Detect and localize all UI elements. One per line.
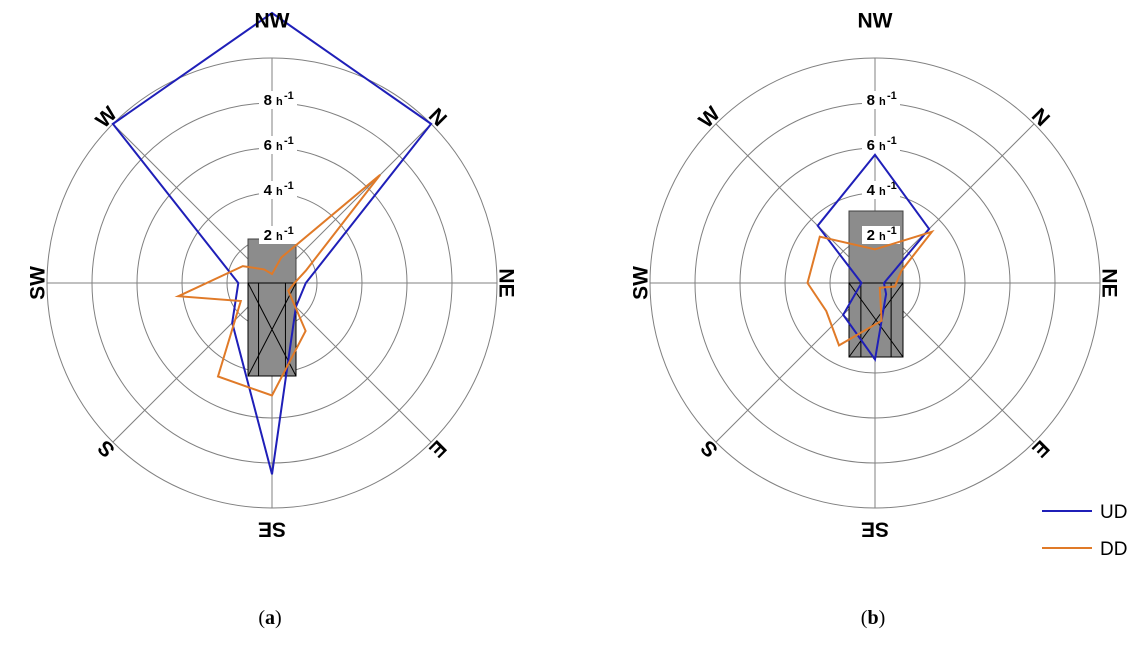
tick-label-exponent: -1 (284, 180, 294, 192)
panel-label-letter: b (867, 607, 878, 629)
center-box-cross-2 (848, 282, 904, 358)
tick-label-bg (259, 91, 297, 109)
series-dd-line (806, 229, 935, 347)
series-ud-line (816, 153, 931, 363)
direction-label-se: SE (861, 518, 889, 541)
tick-label-bg (862, 91, 900, 109)
panel-label-letter: a (265, 607, 275, 629)
tick-label-unit: h (879, 231, 886, 243)
tick-label-exponent: -1 (887, 135, 897, 147)
direction-label-sw: SW (27, 266, 50, 300)
spoke-s (715, 282, 876, 443)
tick-label: 4 h -1 (862, 180, 900, 199)
panel-label-open: ( (861, 607, 868, 629)
tick-label: 4 h -1 (259, 180, 297, 199)
legend-item-dd: DD (1042, 539, 1127, 560)
center-box-upper (848, 210, 904, 284)
spoke-w (715, 123, 876, 284)
tick-label-unit: h (879, 141, 886, 153)
tick-label-number: 4 (264, 182, 273, 199)
tick-label: 6 h -1 (862, 135, 900, 154)
legend-label: UD (1100, 502, 1127, 523)
direction-label-nw: NW (858, 10, 893, 33)
center-box-inner (258, 282, 286, 377)
tick-label: 2 h -1 (259, 225, 297, 244)
tick-label-bg (259, 136, 297, 154)
legend-label: DD (1100, 539, 1127, 560)
panel-label-close: ) (275, 607, 282, 629)
center-box-upper (247, 238, 297, 284)
spoke-w (112, 123, 273, 284)
direction-label-ne: NE (495, 268, 518, 297)
panel-label-open: ( (258, 607, 265, 629)
tick-label-unit: h (879, 96, 886, 108)
panel-label-close: ) (879, 607, 886, 629)
tick-label-number: 8 (264, 92, 272, 109)
tick-label-bg (862, 226, 900, 244)
direction-label-sw: SW (630, 266, 653, 300)
tick-label-number: 6 (867, 137, 875, 154)
tick-label-exponent: -1 (284, 225, 294, 237)
tick-label-unit: h (276, 231, 283, 243)
tick-label: 8 h -1 (259, 90, 297, 109)
tick-label-exponent: -1 (887, 180, 897, 192)
tick-label-unit: h (276, 96, 283, 108)
tick-label: 8 h -1 (862, 90, 900, 109)
legend-item-ud: UD (1042, 502, 1127, 523)
series-dd-line (174, 174, 381, 397)
direction-label-nw: NW (255, 10, 290, 33)
tick-label: 6 h -1 (259, 135, 297, 154)
spoke-e (271, 282, 432, 443)
tick-label: 2 h -1 (862, 225, 900, 244)
tick-label-bg (862, 181, 900, 199)
tick-label-number: 2 (264, 227, 272, 244)
tick-label-unit: h (879, 186, 886, 198)
tick-label-unit: h (276, 186, 283, 198)
series-ud-line (111, 11, 433, 475)
tick-label-bg (259, 226, 297, 244)
direction-label-se: SE (258, 518, 286, 541)
tick-label-bg (259, 181, 297, 199)
direction-label-ne: NE (1098, 268, 1121, 297)
panel-label-b: (b) (861, 607, 885, 629)
tick-label-number: 8 (867, 92, 875, 109)
center-box-cross-2 (247, 282, 297, 377)
panel-labels: (a) (b) (258, 607, 885, 629)
tick-label-number: 6 (264, 137, 272, 154)
tick-label-exponent: -1 (887, 225, 897, 237)
tick-label-number: 2 (867, 227, 875, 244)
spoke-s (112, 282, 273, 443)
panel-label-a: (a) (258, 607, 281, 629)
legend: UD DD (1042, 502, 1127, 560)
tick-label-unit: h (276, 141, 283, 153)
spoke-n (271, 123, 432, 284)
tick-label-bg (862, 136, 900, 154)
tick-label-exponent: -1 (284, 135, 294, 147)
tick-label-exponent: -1 (284, 90, 294, 102)
tick-label-exponent: -1 (887, 90, 897, 102)
tick-label-number: 4 (867, 182, 876, 199)
